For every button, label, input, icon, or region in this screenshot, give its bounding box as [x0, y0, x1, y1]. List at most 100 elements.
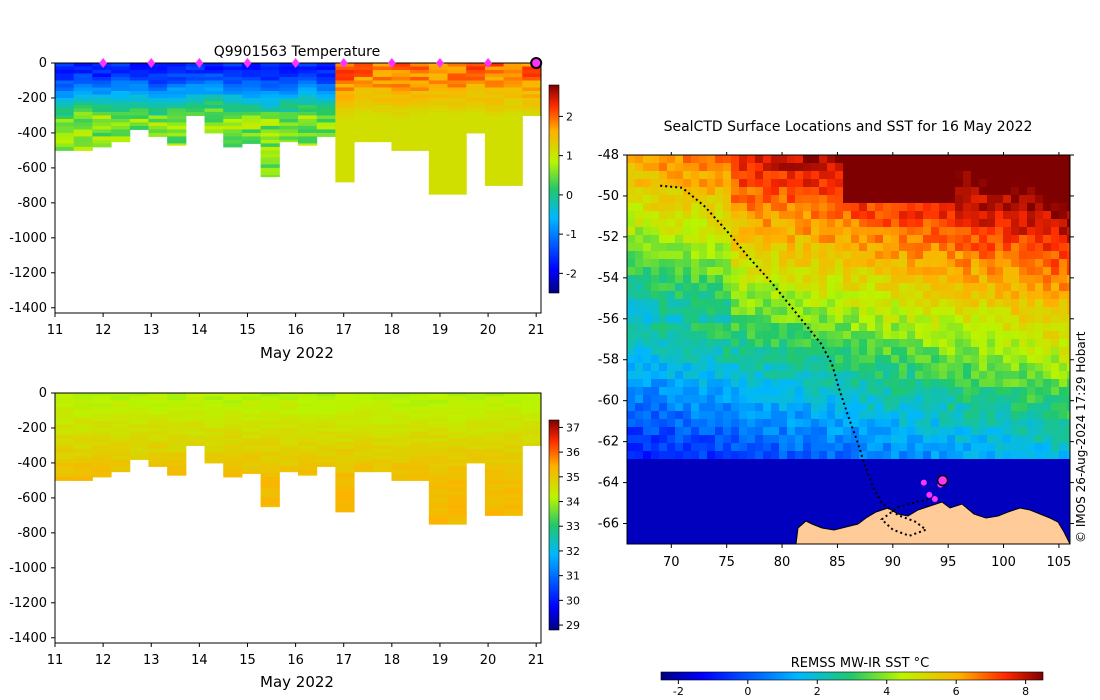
sst-cell [723, 531, 731, 539]
temperature-cell [373, 112, 392, 116]
sst-cell [955, 379, 963, 387]
sst-cell [787, 467, 795, 475]
temperature-cell [391, 98, 410, 102]
sst-cell [635, 275, 643, 283]
sst-cell [667, 299, 675, 307]
sst-cell [1067, 187, 1075, 195]
temperature-cell [335, 126, 354, 130]
sst-cell [683, 467, 691, 475]
sst-cell [707, 171, 715, 179]
sst-cell [899, 387, 907, 395]
temperature-cell [448, 80, 467, 84]
temperature-cell [223, 129, 242, 133]
sst-cell [787, 243, 795, 251]
temperature-cell [111, 105, 130, 109]
sst-cell [835, 275, 843, 283]
temperature-cell [335, 105, 354, 109]
sst-cell [755, 475, 763, 483]
sst-cell [971, 411, 979, 419]
sst-cell [979, 435, 987, 443]
imos-credit: © IMOS 26-Aug-2024 17:29 Hobart [1074, 331, 1088, 543]
sst-cell [643, 387, 651, 395]
sst-cell [787, 283, 795, 291]
sst-cell [683, 539, 691, 547]
sst-cell [715, 507, 723, 515]
temperature-cell [335, 119, 354, 123]
sst-cell [915, 259, 923, 267]
sst-cell [931, 443, 939, 451]
sst-cell [867, 163, 875, 171]
colorbar-tick-label: 36 [566, 446, 580, 459]
sst-cell [1043, 219, 1051, 227]
salinity-cell [317, 424, 336, 428]
sst-cell [947, 419, 955, 427]
sst-cell [755, 179, 763, 187]
sst-cell [1011, 203, 1019, 211]
salinity-cell [504, 456, 523, 460]
salinity-cell [317, 438, 336, 442]
salinity-cell [92, 410, 111, 414]
sst-cell [1067, 211, 1075, 219]
temperature-cell [298, 98, 317, 102]
sst-cell [899, 211, 907, 219]
sst-cell [1011, 467, 1019, 475]
salinity-cell [429, 435, 448, 439]
sst-cell [779, 251, 787, 259]
sst-cell [819, 275, 827, 283]
sst-cell [731, 259, 739, 267]
sst-cell [963, 203, 971, 211]
sst-cell [691, 523, 699, 531]
salinity-cell [522, 417, 541, 421]
sst-cell [771, 435, 779, 443]
sst-cell [699, 291, 707, 299]
sst-cell [899, 411, 907, 419]
sst-cell [707, 187, 715, 195]
sst-cell [627, 435, 635, 443]
salinity-cell [186, 435, 205, 439]
sst-cell [771, 515, 779, 523]
temperature-cell [391, 80, 410, 84]
sst-cell [627, 323, 635, 331]
temperature-cell [429, 161, 448, 165]
sst-cell [875, 267, 883, 275]
map-y-tick-label: -58 [598, 353, 619, 368]
sst-cell [1067, 291, 1075, 299]
salinity-cell [205, 410, 224, 414]
sst-cell [955, 259, 963, 267]
sst-cell [803, 395, 811, 403]
sst-cell [923, 259, 931, 267]
sst-cell [1043, 403, 1051, 411]
temperature-cell [298, 91, 317, 95]
sst-cell [971, 171, 979, 179]
sst-cell [763, 227, 771, 235]
salinity-cell [279, 417, 298, 421]
sst-cell [795, 323, 803, 331]
sst-cell [931, 251, 939, 259]
temperature-cell [504, 161, 523, 165]
y-tick-label: -600 [17, 161, 47, 176]
sst-cell [859, 267, 867, 275]
sst-cell [883, 251, 891, 259]
sst-cell [739, 539, 747, 547]
temperature-cell [317, 77, 336, 81]
sst-cell [1035, 419, 1043, 427]
salinity-cell [74, 466, 93, 470]
sst-cell [939, 179, 947, 187]
sst-cell [651, 443, 659, 451]
sst-cell [1011, 339, 1019, 347]
sst-cell [963, 275, 971, 283]
temperature-cell [466, 105, 485, 109]
sst-cell [747, 195, 755, 203]
sst-cell [899, 483, 907, 491]
temperature-cell [242, 84, 261, 88]
temperature-cell [55, 112, 74, 116]
sst-cell [875, 291, 883, 299]
salinity-cell [354, 414, 373, 418]
sst-cell [883, 371, 891, 379]
salinity-cell [242, 459, 261, 463]
salinity-cell [279, 407, 298, 411]
sst-cell [931, 299, 939, 307]
sst-cell [643, 435, 651, 443]
temperature-cell [410, 63, 429, 67]
temperature-cell [466, 115, 485, 119]
